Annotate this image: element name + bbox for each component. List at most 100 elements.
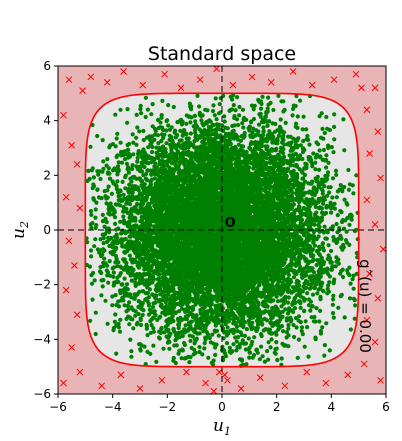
safe-sample-dot bbox=[111, 328, 116, 333]
safe-sample-dot bbox=[294, 325, 299, 330]
safe-sample-dot bbox=[315, 291, 320, 296]
safe-sample-dot bbox=[276, 93, 281, 98]
safe-sample-dot bbox=[257, 133, 262, 138]
safe-sample-dot bbox=[99, 293, 104, 298]
safe-sample-dot bbox=[130, 166, 135, 171]
safe-sample-dot bbox=[93, 225, 98, 231]
safe-sample-dot bbox=[211, 341, 216, 346]
safe-sample-dot bbox=[115, 264, 120, 269]
safe-sample-dot bbox=[222, 114, 227, 119]
safe-sample-dot bbox=[240, 338, 245, 343]
safe-sample-dot bbox=[322, 130, 327, 136]
safe-sample-dot bbox=[214, 117, 219, 122]
safe-sample-dot bbox=[88, 209, 94, 214]
safe-sample-dot bbox=[312, 243, 318, 248]
safe-sample-dot bbox=[351, 286, 356, 291]
safe-sample-dot bbox=[329, 248, 334, 254]
safe-sample-dot bbox=[105, 263, 110, 268]
safe-sample-dot bbox=[99, 278, 104, 283]
safe-sample-dot bbox=[295, 355, 300, 360]
safe-sample-dot bbox=[151, 343, 156, 348]
safe-sample-dot bbox=[309, 315, 314, 320]
safe-sample-dot bbox=[266, 95, 271, 100]
safe-sample-dot bbox=[128, 337, 133, 342]
safe-sample-dot bbox=[139, 214, 144, 220]
safe-sample-dot bbox=[236, 142, 241, 147]
safe-sample-dot bbox=[352, 298, 357, 303]
safe-sample-dot bbox=[122, 157, 128, 162]
safe-sample-dot bbox=[291, 106, 296, 111]
safe-sample-dot bbox=[216, 111, 222, 116]
safe-sample-dot bbox=[98, 176, 103, 182]
safe-sample-dot bbox=[111, 265, 117, 270]
safe-sample-dot bbox=[179, 138, 184, 143]
safe-sample-dot bbox=[89, 281, 95, 286]
safe-sample-dot bbox=[332, 124, 337, 129]
safe-sample-dot bbox=[293, 315, 299, 321]
safe-sample-dot bbox=[230, 123, 235, 129]
safe-sample-dot bbox=[122, 276, 127, 281]
safe-sample-dot bbox=[113, 312, 118, 317]
safe-sample-dot bbox=[146, 145, 151, 150]
safe-sample-dot bbox=[260, 354, 265, 359]
safe-sample-dot bbox=[295, 114, 300, 119]
safe-sample-dot bbox=[348, 212, 353, 217]
safe-sample-dot bbox=[322, 224, 327, 229]
safe-sample-dot bbox=[336, 257, 341, 262]
safe-sample-dot bbox=[182, 162, 187, 167]
safe-sample-dot bbox=[252, 335, 257, 340]
safe-sample-dot bbox=[103, 298, 108, 303]
safe-sample-dot bbox=[305, 133, 310, 139]
safe-sample-dot bbox=[266, 357, 271, 362]
safe-sample-dot bbox=[143, 114, 148, 120]
safe-sample-dot bbox=[318, 308, 323, 313]
safe-sample-dot bbox=[188, 120, 193, 125]
safe-sample-dot bbox=[335, 213, 340, 218]
safe-sample-dot bbox=[342, 197, 347, 202]
safe-sample-dot bbox=[338, 183, 343, 188]
safe-sample-dot bbox=[321, 147, 326, 153]
safe-sample-dot bbox=[86, 168, 91, 173]
safe-sample-dot bbox=[101, 236, 106, 241]
safe-sample-dot bbox=[125, 107, 130, 112]
safe-sample-dot bbox=[270, 306, 275, 311]
safe-sample-dot bbox=[93, 331, 98, 337]
safe-sample-dot bbox=[231, 342, 236, 347]
safe-sample-dot bbox=[125, 120, 130, 125]
safe-sample-dot bbox=[179, 356, 184, 361]
safe-sample-dot bbox=[93, 237, 98, 242]
safe-sample-dot bbox=[161, 346, 166, 351]
safe-sample-dot bbox=[176, 351, 181, 356]
safe-sample-dot bbox=[184, 136, 189, 141]
safe-sample-dot bbox=[334, 195, 339, 200]
safe-sample-dot bbox=[160, 310, 165, 315]
safe-sample-dot bbox=[310, 292, 316, 297]
safe-sample-dot bbox=[88, 248, 94, 253]
safe-sample-dot bbox=[300, 332, 305, 337]
safe-sample-dot bbox=[321, 245, 326, 250]
safe-sample-dot bbox=[131, 326, 136, 331]
safe-sample-dot bbox=[92, 244, 97, 249]
safe-sample-dot bbox=[91, 175, 96, 180]
safe-sample-dot bbox=[329, 145, 334, 150]
safe-sample-dot bbox=[222, 119, 227, 124]
safe-sample-dot bbox=[333, 264, 338, 269]
safe-sample-dot bbox=[274, 340, 279, 345]
safe-sample-dot bbox=[115, 131, 120, 136]
safe-sample-dot bbox=[190, 334, 195, 339]
safe-sample-dot bbox=[317, 224, 322, 230]
safe-sample-dot bbox=[114, 351, 119, 356]
safe-sample-dot bbox=[324, 153, 329, 158]
safe-sample-dot bbox=[268, 345, 273, 350]
safe-sample-dot bbox=[242, 341, 247, 346]
safe-sample-dot bbox=[211, 103, 216, 108]
safe-sample-dot bbox=[281, 329, 286, 334]
safe-sample-dot bbox=[149, 317, 154, 322]
safe-sample-dot bbox=[89, 225, 94, 230]
safe-sample-dot bbox=[127, 322, 132, 327]
safe-sample-dot bbox=[286, 323, 291, 328]
safe-sample-dot bbox=[257, 357, 262, 362]
safe-sample-dot bbox=[278, 292, 283, 297]
safe-sample-dot bbox=[121, 192, 126, 197]
